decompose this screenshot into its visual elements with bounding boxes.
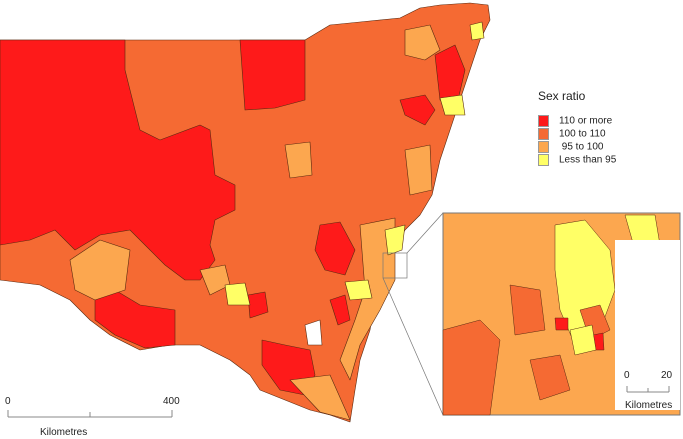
legend-item: Less than 95 bbox=[538, 154, 616, 166]
legend-label: 95 to 100 bbox=[559, 141, 604, 153]
region-central bbox=[314, 221, 356, 276]
region-northeast bbox=[434, 44, 466, 101]
scale-max: 400 bbox=[163, 396, 180, 407]
scale-unit: Kilometres bbox=[40, 427, 88, 438]
region-far-west bbox=[0, 39, 236, 281]
region-y-4 bbox=[384, 224, 406, 256]
region-lo-4 bbox=[404, 144, 433, 196]
inset-scale-min: 0 bbox=[624, 370, 630, 381]
region-lo-5 bbox=[289, 374, 351, 421]
legend-label: 110 or more bbox=[559, 115, 613, 127]
sydney-inset bbox=[442, 212, 681, 416]
legend-label: Less than 95 bbox=[559, 154, 617, 166]
inset-scale-unit: Kilometres bbox=[625, 400, 673, 411]
region-y-3 bbox=[439, 94, 466, 116]
region-lo-6 bbox=[69, 239, 131, 301]
scale-bar-main bbox=[7, 410, 173, 418]
region-riverina bbox=[247, 291, 269, 319]
region-north bbox=[239, 39, 306, 111]
region-east-1 bbox=[399, 94, 436, 126]
legend-item: 95 to 100 bbox=[538, 141, 603, 153]
legend-swatch bbox=[538, 141, 549, 153]
region-lo-2 bbox=[284, 141, 313, 179]
legend-item: 110 or more bbox=[538, 115, 612, 127]
legend-swatch bbox=[538, 115, 549, 127]
legend-item: 100 to 110 bbox=[538, 128, 606, 140]
legend-swatch bbox=[538, 128, 549, 140]
region-mid-east bbox=[329, 294, 351, 326]
inset-scale-max: 20 bbox=[661, 370, 673, 381]
region-y-2 bbox=[344, 279, 373, 301]
lake bbox=[304, 319, 323, 346]
scale-bar-inset bbox=[626, 386, 670, 393]
inset-marker bbox=[382, 252, 408, 279]
legend-swatch bbox=[538, 154, 549, 166]
legend-title: Sex ratio bbox=[538, 89, 586, 103]
region-southwest bbox=[94, 289, 176, 349]
region-y-5 bbox=[469, 21, 485, 41]
legend-label: 100 to 110 bbox=[559, 128, 606, 140]
region-y-1 bbox=[224, 282, 251, 306]
scale-min: 0 bbox=[5, 396, 11, 407]
region-lo-1 bbox=[404, 24, 441, 61]
